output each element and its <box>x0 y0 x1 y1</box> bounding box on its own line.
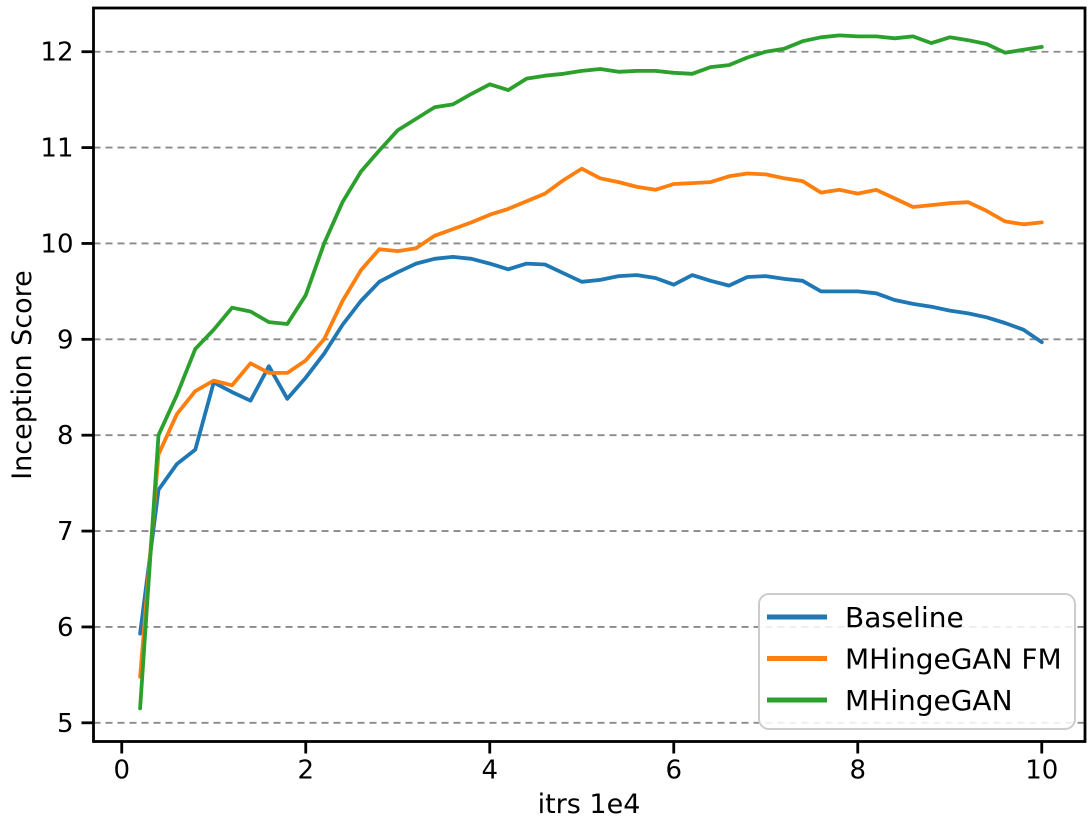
legend: Baseline MHingeGAN FM MHingeGAN <box>758 593 1076 730</box>
y-tick-label: 8 <box>57 421 74 451</box>
series-lines <box>138 33 1044 711</box>
y-axis-label: Inception Score <box>7 270 38 480</box>
x-tick-label: 10 <box>1025 756 1058 786</box>
x-tick-label: 8 <box>849 756 866 786</box>
series-line-mhingegan <box>138 33 1044 711</box>
x-tick-label: 4 <box>481 756 498 786</box>
legend-label: Baseline <box>845 601 964 634</box>
series-line-mhingegan-fm <box>138 166 1044 679</box>
legend-label: MHingeGAN <box>845 684 1013 717</box>
y-tick-label: 5 <box>57 709 74 739</box>
plot-border <box>92 6 1087 743</box>
x-tick-label: 0 <box>113 756 130 786</box>
x-axis-label: itrs 1e4 <box>538 789 641 820</box>
axis-ticks <box>81 50 1044 754</box>
y-tick-label: 12 <box>40 38 73 68</box>
legend-label: MHingeGAN FM <box>845 643 1062 676</box>
y-tick-label: 7 <box>57 517 74 547</box>
y-tick-label: 6 <box>57 613 74 643</box>
axis-tick-labels: 0 2 4 6 8 10 5 6 7 8 9 10 11 12 <box>40 38 1058 786</box>
legend-box <box>758 593 1076 730</box>
x-tick-label: 2 <box>297 756 314 786</box>
y-tick-label: 10 <box>40 229 73 259</box>
axes-spines <box>92 6 1087 743</box>
y-tick-label: 11 <box>40 134 73 164</box>
x-tick-label: 6 <box>665 756 682 786</box>
y-tick-label: 9 <box>57 325 74 355</box>
series-line-baseline <box>138 254 1044 636</box>
grid-lines <box>93 50 1085 724</box>
